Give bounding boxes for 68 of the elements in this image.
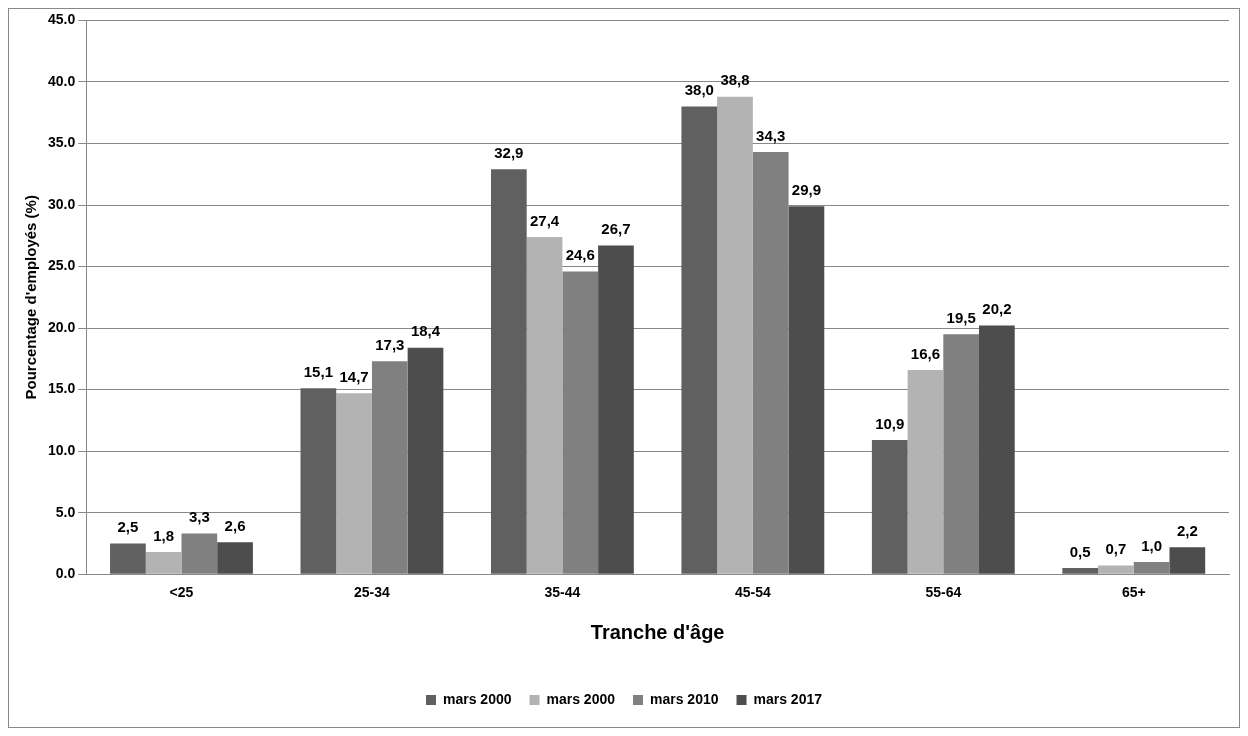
data-label: 10,9 [875, 414, 905, 432]
data-label: 2,2 [1176, 521, 1198, 539]
bar [598, 245, 634, 574]
data-label: 19,5 [946, 308, 976, 326]
legend-label: mars 2000 [546, 690, 616, 707]
y-tick-label: 10.0 [48, 441, 76, 458]
y-tick-label: 40.0 [48, 72, 76, 89]
data-label: 16,6 [910, 344, 941, 362]
bar [1062, 568, 1099, 574]
data-label: 2,6 [224, 516, 246, 534]
data-label: 17,3 [375, 335, 405, 353]
x-tick-label: <25 [169, 584, 194, 601]
bar [336, 393, 372, 574]
data-label: 29,9 [791, 180, 822, 198]
bar [979, 325, 1015, 574]
x-axis-title: Tranche d'âge [590, 620, 725, 643]
y-tick-label: 0.0 [55, 565, 76, 582]
data-label: 32,9 [494, 143, 524, 161]
data-label: 38,8 [720, 71, 750, 89]
bar [145, 552, 182, 574]
x-tick-label: 35-44 [544, 584, 581, 601]
x-tick-label: 65+ [1121, 584, 1146, 601]
y-tick-label: 35.0 [48, 134, 76, 151]
data-label: 14,7 [339, 367, 369, 385]
bar [490, 169, 527, 574]
bar [1169, 547, 1206, 574]
legend-label: mars 2000 [442, 690, 512, 707]
y-axis-title: Pourcentage d'employés (%) [22, 195, 40, 400]
bar [562, 271, 599, 574]
bar [1133, 561, 1170, 574]
y-tick-label: 15.0 [48, 380, 76, 397]
y-tick-label: 5.0 [55, 503, 76, 520]
legend-label: mars 2017 [753, 690, 823, 707]
bar [217, 542, 253, 574]
data-label: 24,6 [565, 246, 595, 264]
data-label: 0,5 [1069, 542, 1091, 560]
data-label: 15,1 [303, 363, 333, 381]
bar [943, 334, 980, 574]
data-label: 34,3 [756, 126, 786, 144]
data-label: 3,3 [188, 508, 210, 526]
y-tick-label: 30.0 [48, 195, 76, 212]
bar [110, 543, 146, 574]
bar [526, 237, 563, 574]
x-tick-label: 55-64 [925, 584, 962, 601]
bar [300, 388, 337, 574]
y-tick-label: 45.0 [48, 11, 76, 28]
x-tick-label: 45-54 [734, 584, 771, 601]
data-label: 2,5 [117, 518, 139, 536]
bar [788, 206, 825, 574]
bar [181, 533, 218, 574]
y-tick-label: 25.0 [48, 257, 76, 274]
bar [907, 369, 944, 574]
bar [407, 347, 444, 574]
x-tick-label: 25-34 [354, 584, 391, 601]
legend-label: mars 2010 [650, 690, 719, 707]
bar [717, 96, 753, 574]
data-label: 20,2 [982, 300, 1012, 318]
data-label: 18,4 [410, 322, 441, 340]
bar [871, 440, 908, 574]
data-label: 38,0 [684, 81, 714, 99]
data-label: 1,0 [1141, 536, 1163, 554]
data-label: 27,4 [529, 211, 560, 229]
y-tick-label: 20.0 [48, 318, 76, 335]
data-label: 1,8 [153, 526, 175, 544]
bar [1098, 565, 1134, 574]
data-label: 26,7 [601, 220, 631, 238]
data-label: 0,7 [1105, 540, 1127, 558]
bar [681, 106, 718, 574]
